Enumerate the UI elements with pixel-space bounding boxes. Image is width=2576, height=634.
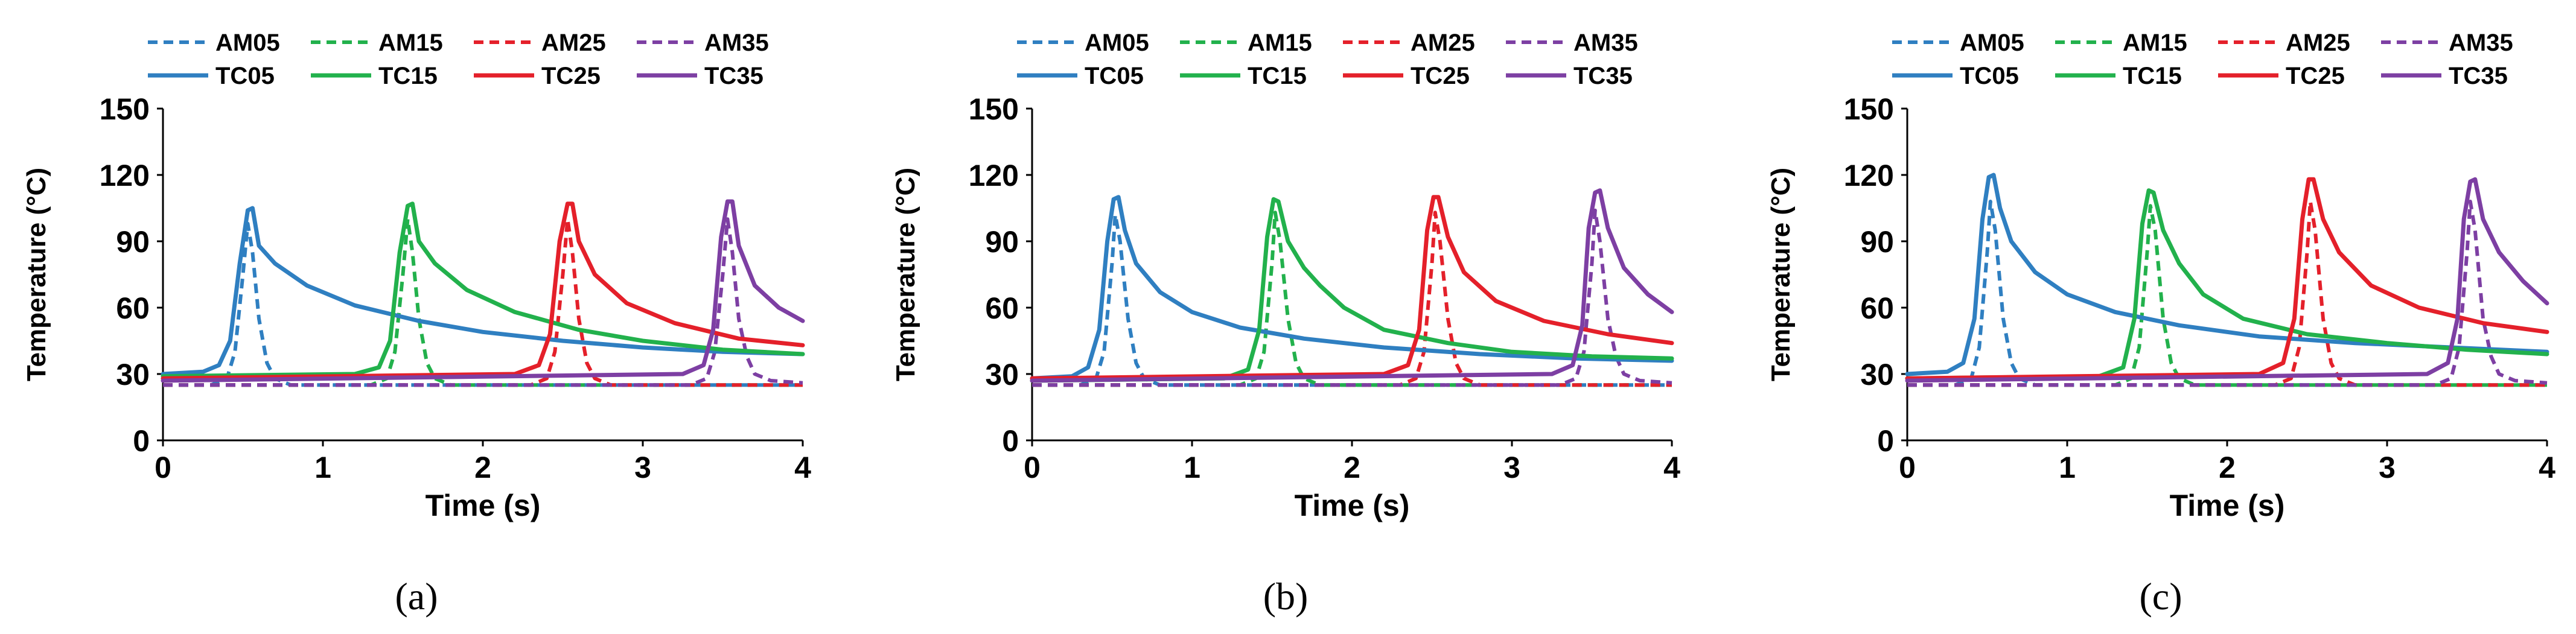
legend-label-am15: AM15 (2123, 30, 2187, 56)
series-line-tc35 (1030, 188, 1674, 383)
y-tick-label: 120 (969, 159, 1019, 192)
chart-panel-2: 0 30 60 90 120 150 0 1 2 3 4 Time (s) Temperature (°… (1766, 30, 2555, 618)
x-tick-label: 0 (1899, 451, 1916, 484)
x-tick-label: 3 (634, 451, 651, 484)
y-tick-label: 150 (100, 92, 150, 126)
legend-label-am25: AM25 (2286, 30, 2350, 56)
panel-label: (a) (395, 575, 438, 618)
x-axis-title: Time (s) (1295, 489, 1410, 522)
y-tick-label: 90 (985, 225, 1019, 259)
y-tick-label: 120 (100, 159, 150, 192)
x-tick-label: 0 (155, 451, 171, 484)
x-tick-label: 4 (1663, 451, 1680, 484)
x-tick-label: 1 (314, 451, 331, 484)
y-tick-label: 60 (1860, 291, 1894, 325)
legend-label-am15: AM15 (1248, 30, 1312, 56)
series-line-tc35 (1905, 177, 2549, 383)
x-tick-label: 2 (2219, 451, 2236, 484)
series-line-am25 (1032, 211, 1672, 387)
y-tick-label: 0 (1002, 424, 1019, 458)
legend-label-tc05: TC05 (215, 63, 275, 89)
series-line-tc15 (1905, 188, 2549, 381)
x-axis-title: Time (s) (2170, 489, 2285, 522)
series-line-tc25 (1905, 177, 2549, 381)
series-line-am25 (163, 217, 803, 387)
y-tick-label: 0 (1877, 424, 1894, 458)
legend-label-am35: AM35 (1573, 30, 1638, 56)
legend-label-tc25: TC25 (2286, 63, 2345, 89)
legend-label-am25: AM25 (541, 30, 606, 56)
legend-label-am05: AM05 (215, 30, 280, 56)
series-line-tc05 (1030, 195, 1674, 381)
series-line-tc15 (161, 201, 805, 379)
legend-label-tc25: TC25 (1411, 63, 1470, 89)
y-axis-title: Temperature (°C) (1766, 168, 1796, 381)
legend-label-tc05: TC05 (1960, 63, 2019, 89)
legend-label-tc15: TC15 (1248, 63, 1307, 89)
legend-label-am05: AM05 (1085, 30, 1149, 56)
legend-label-tc05: TC05 (1085, 63, 1144, 89)
x-tick-label: 4 (794, 451, 811, 484)
y-tick-label: 60 (985, 291, 1019, 325)
series-line-tc25 (161, 201, 805, 381)
panel-label: (b) (1263, 575, 1309, 618)
y-tick-label: 60 (116, 291, 150, 325)
y-tick-label: 30 (116, 358, 150, 391)
x-tick-label: 2 (1344, 451, 1360, 484)
x-tick-label: 0 (1024, 451, 1041, 484)
legend-label-tc15: TC15 (378, 63, 438, 89)
y-tick-label: 0 (133, 424, 150, 458)
series-line-tc25 (1030, 195, 1674, 381)
legend-label-am05: AM05 (1960, 30, 2024, 56)
y-tick-label: 30 (1860, 358, 1894, 391)
y-tick-label: 150 (969, 92, 1019, 126)
x-tick-label: 3 (1503, 451, 1520, 484)
y-tick-label: 120 (1844, 159, 1894, 192)
series-line-am35 (1907, 200, 2548, 387)
x-tick-label: 3 (2379, 451, 2396, 484)
series-line-tc05 (161, 206, 805, 376)
series-line-tc15 (1030, 197, 1674, 383)
legend-label-tc15: TC15 (2123, 63, 2182, 89)
y-axis-title: Temperature (°C) (22, 168, 51, 381)
y-tick-label: 150 (1844, 92, 1894, 126)
legend-label-tc35: TC35 (2449, 63, 2508, 89)
legend-label-tc25: TC25 (541, 63, 601, 89)
legend-label-tc35: TC35 (704, 63, 764, 89)
legend-label-am25: AM25 (1411, 30, 1475, 56)
series-line-tc35 (161, 199, 805, 383)
y-tick-label: 30 (985, 358, 1019, 391)
series-line-am25 (1907, 200, 2547, 387)
panel-label: (c) (2139, 575, 2182, 618)
y-axis-title: Temperature (°C) (891, 168, 920, 381)
x-tick-label: 4 (2539, 451, 2555, 484)
x-tick-label: 1 (2059, 451, 2076, 484)
chart-panel-0: 0 30 60 90 120 150 0 1 2 3 4 Time (s) Temperature (°… (22, 30, 811, 618)
legend-label-tc35: TC35 (1573, 63, 1633, 89)
legend-label-am35: AM35 (704, 30, 769, 56)
chart-panel-1: 0 30 60 90 120 150 0 1 2 3 4 Time (s) Temperature (°… (891, 30, 1680, 618)
legend-label-am35: AM35 (2449, 30, 2513, 56)
x-axis-title: Time (s) (426, 489, 541, 522)
x-tick-label: 2 (474, 451, 491, 484)
y-tick-label: 90 (1860, 225, 1894, 259)
y-tick-label: 90 (116, 225, 150, 259)
series-line-am35 (163, 217, 803, 387)
x-tick-label: 1 (1184, 451, 1200, 484)
series-line-am35 (1032, 208, 1672, 387)
legend-label-am15: AM15 (378, 30, 443, 56)
